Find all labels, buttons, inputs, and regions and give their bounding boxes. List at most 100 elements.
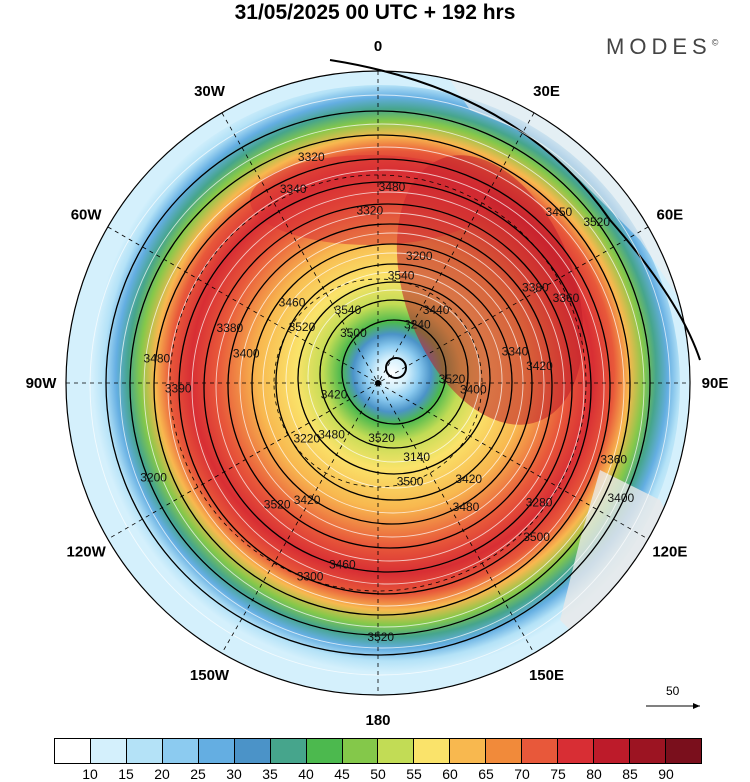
contour-label: 3240 xyxy=(404,318,431,332)
lon-label-30W: 30W xyxy=(194,83,226,100)
lon-label-150W: 150W xyxy=(190,667,230,684)
reference-vector: 50 xyxy=(640,684,710,714)
contour-label: 3320 xyxy=(298,150,325,164)
colorbar-swatch xyxy=(414,739,451,763)
contour-label: 3500 xyxy=(397,474,424,488)
contour-label: 3500 xyxy=(523,530,550,544)
contour-label: 3400 xyxy=(460,383,487,397)
contour-label: 3200 xyxy=(140,471,167,485)
colorbar-swatch xyxy=(162,739,199,763)
colorbar-tick: 90 xyxy=(658,766,674,782)
colorbar-swatch xyxy=(522,739,559,763)
contour-label: 3480 xyxy=(318,427,345,441)
contour-label: 3380 xyxy=(217,321,244,335)
colorbar-tick: 35 xyxy=(262,766,278,782)
contour-label: 3280 xyxy=(526,495,553,509)
lon-label-150E: 150E xyxy=(529,667,564,684)
colorbar-swatch xyxy=(486,739,523,763)
colorbar-swatch xyxy=(378,739,415,763)
colorbar-swatch xyxy=(630,739,666,763)
lon-label-60W: 60W xyxy=(71,207,103,224)
contour-label: 3400 xyxy=(607,491,634,505)
contour-label: 3520 xyxy=(264,497,291,511)
contour-label: 3200 xyxy=(406,249,433,263)
colorbar-tick: 20 xyxy=(154,766,170,782)
contour-label: 3220 xyxy=(293,432,320,446)
contour-label: 3390 xyxy=(165,381,192,395)
contour-label: 3360 xyxy=(553,291,580,305)
colorbar-tick: 60 xyxy=(442,766,458,782)
contour-labels: 3520 3480 3540 3420 3400 3380 3460 3340 3360 3200… xyxy=(140,150,634,644)
colorbar-swatch xyxy=(90,739,127,763)
colorbar-tick: 65 xyxy=(478,766,494,782)
colorbar-swatch xyxy=(234,739,271,763)
contour-label: 3420 xyxy=(526,359,553,373)
colorbar-tick: 30 xyxy=(226,766,242,782)
longitude-labels: 0 30E 60E 90E 120E 150E 180 150W 120W 90W 60W 30W xyxy=(26,38,729,729)
colorbar-tick: 50 xyxy=(370,766,386,782)
contour-label: 3320 xyxy=(356,203,383,217)
colorbar-tick: 80 xyxy=(586,766,602,782)
contour-label: 3460 xyxy=(329,557,356,571)
lon-label-0: 0 xyxy=(374,38,382,55)
lon-label-30E: 30E xyxy=(533,83,560,100)
colorbar-tick: 70 xyxy=(514,766,530,782)
contour-label: 3540 xyxy=(388,268,415,282)
brand-mark: © xyxy=(711,37,719,48)
colorbar-ticks: 10 15 20 25 30 35 40 45 50 55 60 65 70 75 80 85 90 xyxy=(54,766,702,782)
contour-label: 3520 xyxy=(289,320,316,334)
contour-label: 3520 xyxy=(583,215,610,229)
contour-label: 3420 xyxy=(455,472,482,486)
colorbar-swatch xyxy=(558,739,595,763)
contour-label: 3480 xyxy=(379,180,406,194)
pole-marker xyxy=(375,380,381,386)
colorbar-tick: 25 xyxy=(190,766,206,782)
contour-label: 3340 xyxy=(502,345,529,359)
colorbar-swatch xyxy=(665,739,701,763)
contour-label: 3440 xyxy=(423,303,450,317)
contours xyxy=(105,59,701,656)
colorbar-tick: 55 xyxy=(406,766,422,782)
colorbar-swatch xyxy=(270,739,307,763)
contour-label: 3340 xyxy=(280,182,307,196)
contour-label: 3500 xyxy=(340,326,367,340)
colorbar-swatch xyxy=(594,739,630,763)
colorbar-swatch xyxy=(306,739,343,763)
colorbar-tick: 75 xyxy=(550,766,566,782)
contour-label: 3420 xyxy=(321,388,348,402)
contour-label: 3480 xyxy=(453,500,480,514)
contour-label: 3420 xyxy=(294,493,321,507)
colorbar-tick: 40 xyxy=(298,766,314,782)
contour-label: 3380 xyxy=(522,281,549,295)
contour-label: 3480 xyxy=(144,351,171,365)
colorbar-swatch xyxy=(55,739,91,763)
lon-label-60E: 60E xyxy=(656,207,683,224)
lon-label-120W: 120W xyxy=(67,544,107,561)
contour-label: 3540 xyxy=(335,303,362,317)
map-title: 31/05/2025 00 UTC + 192 hrs xyxy=(234,1,516,24)
contour-label: 3300 xyxy=(297,570,324,584)
colorbar-tick: 15 xyxy=(118,766,134,782)
contour-label: 3360 xyxy=(600,453,627,467)
colorbar xyxy=(54,738,702,764)
colorbar-swatch xyxy=(126,739,163,763)
contour-label: 3520 xyxy=(367,630,394,644)
colorbar-swatch xyxy=(342,739,379,763)
lon-label-180: 180 xyxy=(365,712,390,729)
lon-label-90W: 90W xyxy=(26,375,58,392)
contour-label: 3140 xyxy=(403,450,430,464)
colorbar-swatch xyxy=(198,739,235,763)
contour-label: 3400 xyxy=(233,346,260,360)
colorbar-tick: 45 xyxy=(334,766,350,782)
lon-label-90E: 90E xyxy=(702,375,729,392)
contour-label: 3520 xyxy=(439,372,466,386)
colorbar-tick: 85 xyxy=(622,766,638,782)
map-boundary xyxy=(65,70,691,696)
brand-logo: MODES© xyxy=(606,34,718,60)
brand-text: MODES xyxy=(606,34,712,59)
contour-label: 3520 xyxy=(368,431,395,445)
colorbar-swatch xyxy=(450,739,487,763)
contour-label: 3460 xyxy=(279,295,306,309)
reference-vector-label: 50 xyxy=(666,684,680,698)
